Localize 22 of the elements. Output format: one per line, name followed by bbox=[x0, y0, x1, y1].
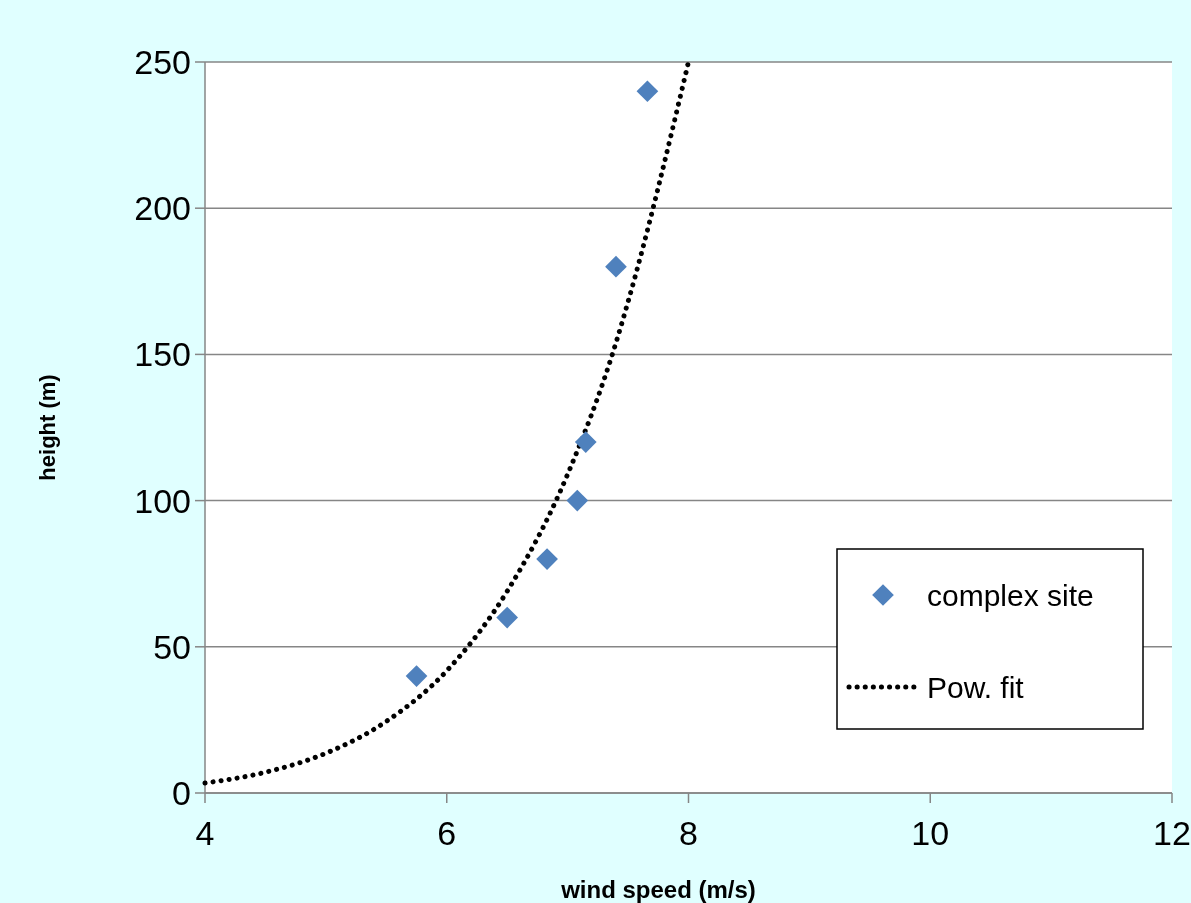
x-tick-label: 4 bbox=[195, 814, 215, 852]
point bbox=[636, 80, 659, 103]
y-tick-label: 200 bbox=[134, 189, 191, 228]
y-tick-label: 150 bbox=[134, 335, 191, 374]
point bbox=[536, 548, 558, 570]
legend-label: Pow. fit bbox=[927, 670, 1025, 704]
x-tick-label: 6 bbox=[437, 814, 457, 852]
point bbox=[574, 431, 597, 453]
x-tick-label: 8 bbox=[679, 814, 698, 852]
y-tick-label: 50 bbox=[153, 627, 191, 666]
y-tick-label: 0 bbox=[172, 773, 191, 812]
x-axis-title: wind speed (m/s) bbox=[560, 876, 756, 903]
y-tick-label: 100 bbox=[134, 481, 191, 520]
x-tick-label: 12 bbox=[1153, 814, 1191, 852]
point bbox=[496, 606, 519, 629]
point bbox=[405, 665, 428, 687]
point bbox=[566, 489, 589, 512]
x-tick-label: 10 bbox=[911, 814, 950, 852]
legend-label: complex site bbox=[927, 578, 1094, 612]
y-tick-label: 250 bbox=[134, 42, 191, 81]
point bbox=[605, 255, 627, 278]
y-axis-title: height (m) bbox=[35, 374, 60, 481]
